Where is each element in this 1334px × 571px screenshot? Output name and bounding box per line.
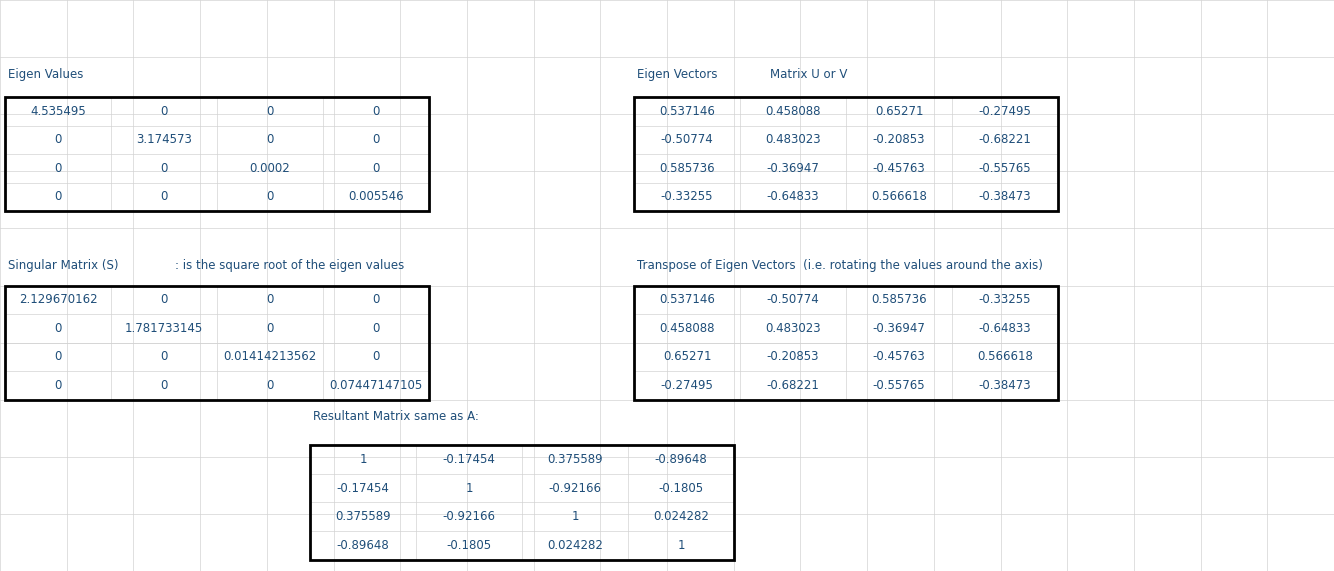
Text: 0: 0 xyxy=(55,162,61,175)
Text: Eigen Vectors: Eigen Vectors xyxy=(638,68,718,81)
Text: -0.17454: -0.17454 xyxy=(336,482,390,494)
Text: -0.50774: -0.50774 xyxy=(660,134,714,146)
Text: -0.64833: -0.64833 xyxy=(979,322,1031,335)
Text: 0: 0 xyxy=(160,105,168,118)
Text: -0.36947: -0.36947 xyxy=(767,162,819,175)
Text: 3.174573: 3.174573 xyxy=(136,134,192,146)
Text: -0.20853: -0.20853 xyxy=(767,351,819,363)
Text: Singular Matrix (S): Singular Matrix (S) xyxy=(8,259,119,272)
Text: 1.781733145: 1.781733145 xyxy=(125,322,203,335)
Text: 0: 0 xyxy=(267,105,273,118)
Text: 0: 0 xyxy=(55,379,61,392)
Text: 0.585736: 0.585736 xyxy=(871,293,927,306)
Text: 0: 0 xyxy=(55,322,61,335)
Bar xyxy=(634,286,1058,400)
Text: -0.89648: -0.89648 xyxy=(655,453,707,466)
Text: 0.537146: 0.537146 xyxy=(659,293,715,306)
Text: -0.55765: -0.55765 xyxy=(872,379,926,392)
Text: 0.375589: 0.375589 xyxy=(547,453,603,466)
Text: -0.50774: -0.50774 xyxy=(767,293,819,306)
Text: -0.33255: -0.33255 xyxy=(660,191,714,203)
Text: 0.566618: 0.566618 xyxy=(871,191,927,203)
Text: 0.024282: 0.024282 xyxy=(654,510,708,523)
Text: 1: 1 xyxy=(466,482,472,494)
Text: 0.07447147105: 0.07447147105 xyxy=(329,379,423,392)
Text: 0.024282: 0.024282 xyxy=(547,539,603,552)
Text: 4.535495: 4.535495 xyxy=(31,105,85,118)
Text: 0.375589: 0.375589 xyxy=(335,510,391,523)
Text: -0.92166: -0.92166 xyxy=(548,482,602,494)
Text: 0.005546: 0.005546 xyxy=(348,191,404,203)
Text: 0: 0 xyxy=(55,351,61,363)
Text: -0.68221: -0.68221 xyxy=(979,134,1031,146)
Text: 0.65271: 0.65271 xyxy=(663,351,711,363)
Text: 0: 0 xyxy=(160,351,168,363)
Text: 0.566618: 0.566618 xyxy=(976,351,1033,363)
Text: 0: 0 xyxy=(267,322,273,335)
Text: 0: 0 xyxy=(372,134,380,146)
Text: -0.27495: -0.27495 xyxy=(979,105,1031,118)
Text: 0: 0 xyxy=(372,351,380,363)
Text: 0: 0 xyxy=(372,322,380,335)
Bar xyxy=(5,286,430,400)
Text: 1: 1 xyxy=(359,453,367,466)
Text: 0.537146: 0.537146 xyxy=(659,105,715,118)
Text: -0.89648: -0.89648 xyxy=(336,539,390,552)
Text: 1: 1 xyxy=(678,539,684,552)
Bar xyxy=(309,445,734,560)
Text: Eigen Values: Eigen Values xyxy=(8,68,83,81)
Text: -0.92166: -0.92166 xyxy=(443,510,495,523)
Text: : is the square root of the eigen values: : is the square root of the eigen values xyxy=(175,259,404,272)
Text: Transpose of Eigen Vectors  (i.e. rotating the values around the axis): Transpose of Eigen Vectors (i.e. rotatin… xyxy=(638,259,1043,272)
Text: -0.64833: -0.64833 xyxy=(767,191,819,203)
Text: 0: 0 xyxy=(160,379,168,392)
Text: Resultant Matrix same as A:: Resultant Matrix same as A: xyxy=(313,411,479,423)
Text: 0: 0 xyxy=(55,191,61,203)
Text: -0.33255: -0.33255 xyxy=(979,293,1031,306)
Text: -0.45763: -0.45763 xyxy=(872,351,926,363)
Text: 0.0002: 0.0002 xyxy=(249,162,291,175)
Text: 0: 0 xyxy=(55,134,61,146)
Text: -0.1805: -0.1805 xyxy=(659,482,703,494)
Text: 0.65271: 0.65271 xyxy=(875,105,923,118)
Text: 0.483023: 0.483023 xyxy=(766,322,820,335)
Text: 2.129670162: 2.129670162 xyxy=(19,293,97,306)
Bar xyxy=(5,97,430,211)
Text: 0: 0 xyxy=(372,105,380,118)
Text: -0.20853: -0.20853 xyxy=(872,134,926,146)
Text: -0.38473: -0.38473 xyxy=(979,379,1031,392)
Text: -0.45763: -0.45763 xyxy=(872,162,926,175)
Text: 0.483023: 0.483023 xyxy=(766,134,820,146)
Text: 0: 0 xyxy=(372,293,380,306)
Text: 0: 0 xyxy=(160,191,168,203)
Text: -0.36947: -0.36947 xyxy=(872,322,926,335)
Text: 0: 0 xyxy=(160,162,168,175)
Text: -0.27495: -0.27495 xyxy=(660,379,714,392)
Text: Matrix U or V: Matrix U or V xyxy=(771,68,848,81)
Text: 0: 0 xyxy=(267,134,273,146)
Text: -0.1805: -0.1805 xyxy=(447,539,491,552)
Text: 0: 0 xyxy=(267,379,273,392)
Text: -0.55765: -0.55765 xyxy=(979,162,1031,175)
Text: 0.01414213562: 0.01414213562 xyxy=(223,351,316,363)
Text: 0: 0 xyxy=(267,191,273,203)
Text: 0: 0 xyxy=(372,162,380,175)
Text: 0.458088: 0.458088 xyxy=(659,322,715,335)
Text: -0.38473: -0.38473 xyxy=(979,191,1031,203)
Text: 0.585736: 0.585736 xyxy=(659,162,715,175)
Text: 0: 0 xyxy=(267,293,273,306)
Text: 0.458088: 0.458088 xyxy=(766,105,820,118)
Text: 1: 1 xyxy=(571,510,579,523)
Text: -0.17454: -0.17454 xyxy=(443,453,495,466)
Text: 0: 0 xyxy=(160,293,168,306)
Bar xyxy=(634,97,1058,211)
Text: -0.68221: -0.68221 xyxy=(767,379,819,392)
